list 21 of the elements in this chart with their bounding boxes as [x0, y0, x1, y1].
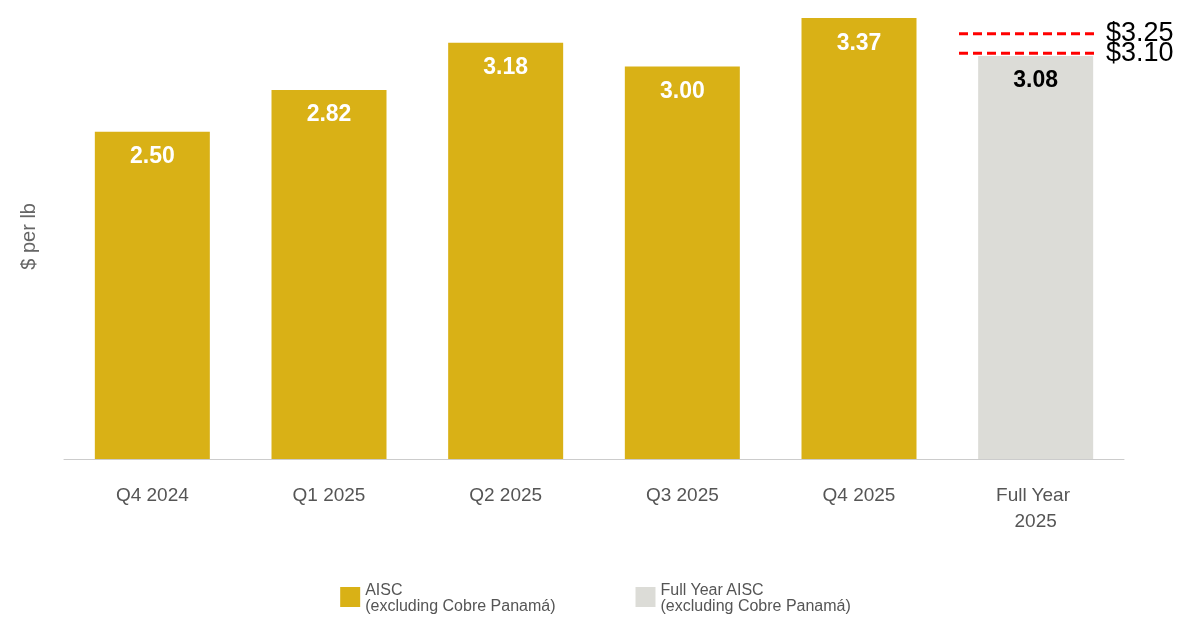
bar: [94, 131, 210, 459]
data-label: 2.82: [306, 100, 352, 127]
x-tick-label: Q4 2025: [822, 483, 896, 505]
legend-label: Full Year AISC (excluding Cobre Panamá): [660, 580, 851, 614]
x-tick-label: Q2 2025: [469, 483, 543, 505]
x-tick-label: Q1 2025: [292, 483, 366, 505]
bar: [624, 66, 740, 459]
bar: [448, 42, 564, 459]
data-label: 3.08: [1013, 66, 1059, 93]
bar: [978, 55, 1094, 459]
legend-label: AISC (excluding Cobre Panamá): [365, 580, 556, 614]
x-tick-label: Full Year 2025: [996, 483, 1076, 531]
data-label: 3.37: [836, 28, 882, 55]
data-label: 2.50: [129, 142, 175, 169]
bar: [801, 18, 917, 459]
y-axis-title: $ per lb: [17, 203, 39, 270]
x-tick-label: Q4 2024: [115, 483, 190, 505]
data-label: 3.18: [483, 53, 529, 80]
x-tick-label: Q3 2025: [645, 483, 719, 505]
bar: [271, 89, 387, 459]
data-label: 3.00: [659, 76, 705, 103]
